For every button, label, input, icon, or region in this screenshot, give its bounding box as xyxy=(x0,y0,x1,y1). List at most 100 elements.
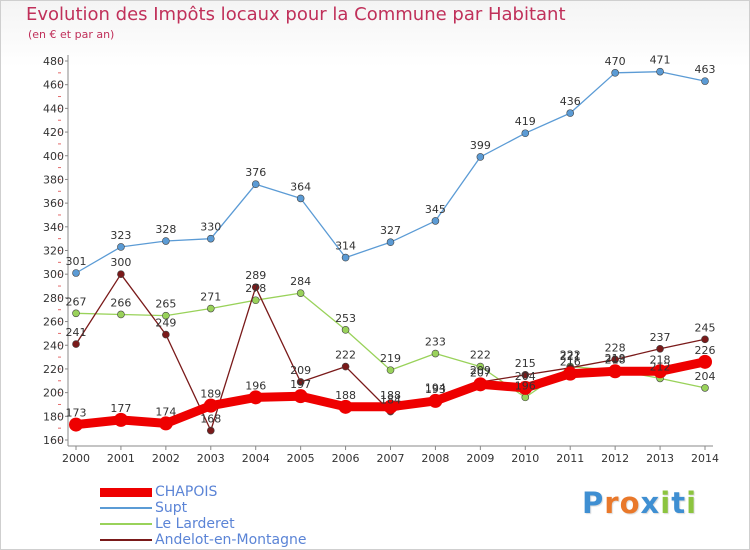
legend-swatch xyxy=(100,488,152,497)
data-label: 196 xyxy=(515,379,536,392)
data-label: 278 xyxy=(245,282,266,295)
data-label: 330 xyxy=(200,221,221,234)
data-label: 233 xyxy=(425,336,446,349)
data-label: 327 xyxy=(380,224,401,237)
data-label: 219 xyxy=(380,352,401,365)
data-point xyxy=(518,380,533,395)
data-point xyxy=(611,355,619,364)
data-label: 184 xyxy=(380,394,401,407)
data-label: 284 xyxy=(290,275,311,288)
data-label: 463 xyxy=(695,63,716,76)
x-tick-label: 2003 xyxy=(197,452,225,465)
data-label: 245 xyxy=(695,321,716,334)
y-tick-label: 220 xyxy=(43,363,64,376)
data-label: 271 xyxy=(200,291,221,304)
y-tick-label: 180 xyxy=(43,410,64,423)
x-tick-label: 2011 xyxy=(556,452,584,465)
data-label: 168 xyxy=(200,413,221,426)
data-label: 364 xyxy=(290,180,311,193)
data-point xyxy=(386,238,395,247)
x-tick-label: 2004 xyxy=(242,452,270,465)
data-point xyxy=(521,371,530,379)
data-label: 216 xyxy=(560,356,581,369)
data-point xyxy=(206,304,215,313)
legend-swatch xyxy=(100,539,152,541)
legend-swatch xyxy=(100,507,152,509)
data-point xyxy=(698,354,712,369)
data-label: 188 xyxy=(380,389,401,402)
data-point xyxy=(566,109,575,117)
data-label: 228 xyxy=(605,341,626,354)
data-point xyxy=(563,366,578,381)
legend-label: Supt xyxy=(155,500,188,516)
x-tick-label: 2000 xyxy=(62,452,90,465)
y-tick-label: 240 xyxy=(43,339,64,352)
data-point xyxy=(701,335,709,344)
y-tick-label: 460 xyxy=(43,79,64,92)
data-label: 237 xyxy=(650,331,671,344)
chart-subtitle: (en € et par an) xyxy=(28,28,115,41)
legend-label: CHAPOIS xyxy=(155,484,218,500)
data-label: 267 xyxy=(66,295,87,308)
data-point xyxy=(117,243,125,251)
data-point xyxy=(117,270,125,278)
data-point xyxy=(158,416,173,431)
data-label: 194 xyxy=(425,382,446,395)
data-point xyxy=(206,234,215,243)
data-label: 328 xyxy=(155,223,176,236)
y-tick-label: 200 xyxy=(43,387,64,400)
chart-title: Evolution des Impôts locaux pour la Comm… xyxy=(26,4,566,25)
logo-letter: r xyxy=(604,486,620,520)
data-label: 209 xyxy=(470,364,491,377)
x-tick-label: 2005 xyxy=(287,452,315,465)
data-label: 436 xyxy=(560,95,581,108)
data-label: 188 xyxy=(335,389,356,402)
data-label: 376 xyxy=(245,166,266,179)
data-label: 266 xyxy=(110,296,131,309)
data-point xyxy=(521,129,530,138)
data-point xyxy=(656,345,664,353)
data-point xyxy=(251,283,260,292)
data-label: 215 xyxy=(515,357,536,370)
chart-axes: 160 180 200 220 240 260 280 300 320 340 360 380 400 4… xyxy=(43,55,719,465)
data-label: 301 xyxy=(66,255,87,268)
data-point xyxy=(251,180,260,188)
data-label: 204 xyxy=(695,370,716,383)
y-tick-label: 260 xyxy=(43,316,64,329)
data-point xyxy=(383,399,398,414)
data-point xyxy=(341,253,350,262)
data-label: 209 xyxy=(290,364,311,377)
data-point xyxy=(473,377,488,392)
logo-letter: i xyxy=(660,486,672,520)
y-tick-label: 340 xyxy=(43,221,64,234)
data-point xyxy=(656,67,664,76)
x-tick-label: 2014 xyxy=(691,452,719,465)
logo-letter: P xyxy=(582,486,605,520)
data-label: 221 xyxy=(560,350,581,363)
legend-swatch xyxy=(100,523,152,525)
data-label: 222 xyxy=(470,349,491,362)
data-point xyxy=(117,310,125,319)
data-point xyxy=(521,393,530,402)
data-point xyxy=(162,311,170,320)
data-point xyxy=(296,289,305,297)
data-point xyxy=(608,364,623,379)
data-label: 300 xyxy=(110,256,131,269)
y-tick-label: 160 xyxy=(43,434,64,447)
data-label: 218 xyxy=(650,353,671,366)
data-label: 419 xyxy=(515,115,536,128)
data-label: 174 xyxy=(155,405,176,418)
data-label: 241 xyxy=(66,326,87,339)
data-point xyxy=(701,384,709,392)
x-tick-label: 2013 xyxy=(646,452,674,465)
y-tick-label: 380 xyxy=(43,173,64,186)
chart-series-lines xyxy=(71,71,710,432)
data-label: 471 xyxy=(650,54,671,67)
chart-data-points xyxy=(69,67,712,435)
data-label: 207 xyxy=(470,366,491,379)
data-point xyxy=(72,340,80,348)
data-point xyxy=(203,398,218,413)
data-point xyxy=(431,217,440,225)
y-tick-label: 280 xyxy=(43,292,64,305)
